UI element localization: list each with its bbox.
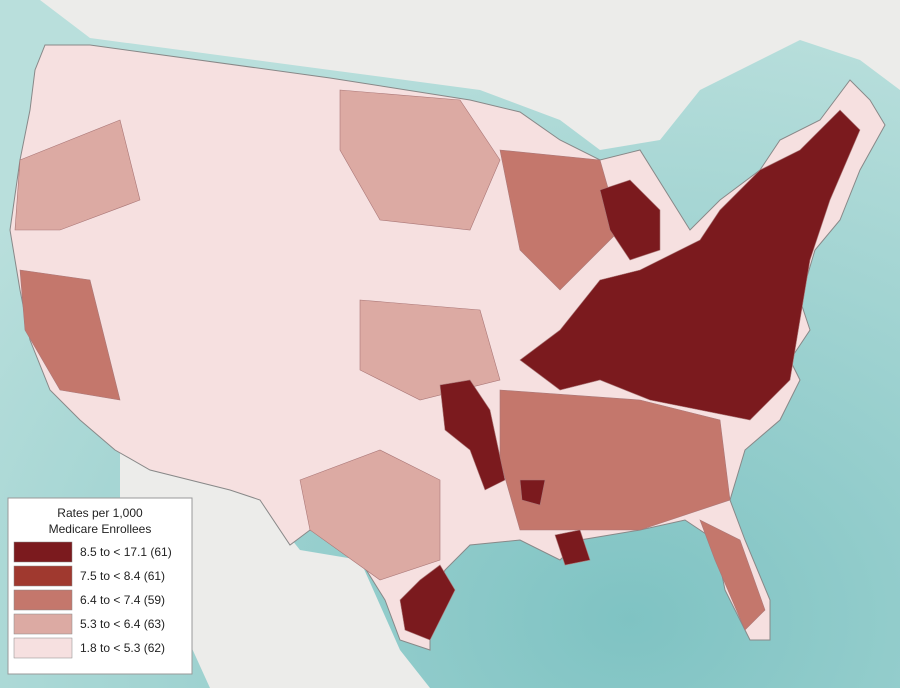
legend-label: 8.5 to < 17.1 (61) <box>80 545 172 559</box>
mexico <box>120 450 430 688</box>
legend-label: 5.3 to < 6.4 (63) <box>80 617 165 631</box>
region <box>599 179 661 261</box>
legend-swatch <box>13 565 73 587</box>
legend-swatch <box>13 541 73 563</box>
region <box>399 564 456 641</box>
legend-swatch <box>13 613 73 635</box>
canada <box>40 0 900 150</box>
regions <box>14 89 861 641</box>
region <box>554 529 591 566</box>
legend-items: 8.5 to < 17.1 (61) 7.5 to < 8.4 (61) 6.4 t… <box>13 541 172 659</box>
region <box>14 119 141 231</box>
legend-label: 6.4 to < 7.4 (59) <box>80 593 165 607</box>
legend-title: Rates per 1,000 <box>57 506 143 520</box>
legend-label: 7.5 to < 8.4 (61) <box>80 569 165 583</box>
legend-label: 1.8 to < 5.3 (62) <box>80 641 165 655</box>
region <box>299 449 441 581</box>
legend-swatch <box>13 589 73 611</box>
legend-title: Medicare Enrollees <box>49 522 152 536</box>
region <box>339 89 501 231</box>
legend-swatch <box>13 637 73 659</box>
region <box>519 109 861 421</box>
region <box>519 479 546 506</box>
region <box>499 149 621 291</box>
region <box>439 379 506 491</box>
region <box>19 269 121 401</box>
region <box>699 519 766 631</box>
